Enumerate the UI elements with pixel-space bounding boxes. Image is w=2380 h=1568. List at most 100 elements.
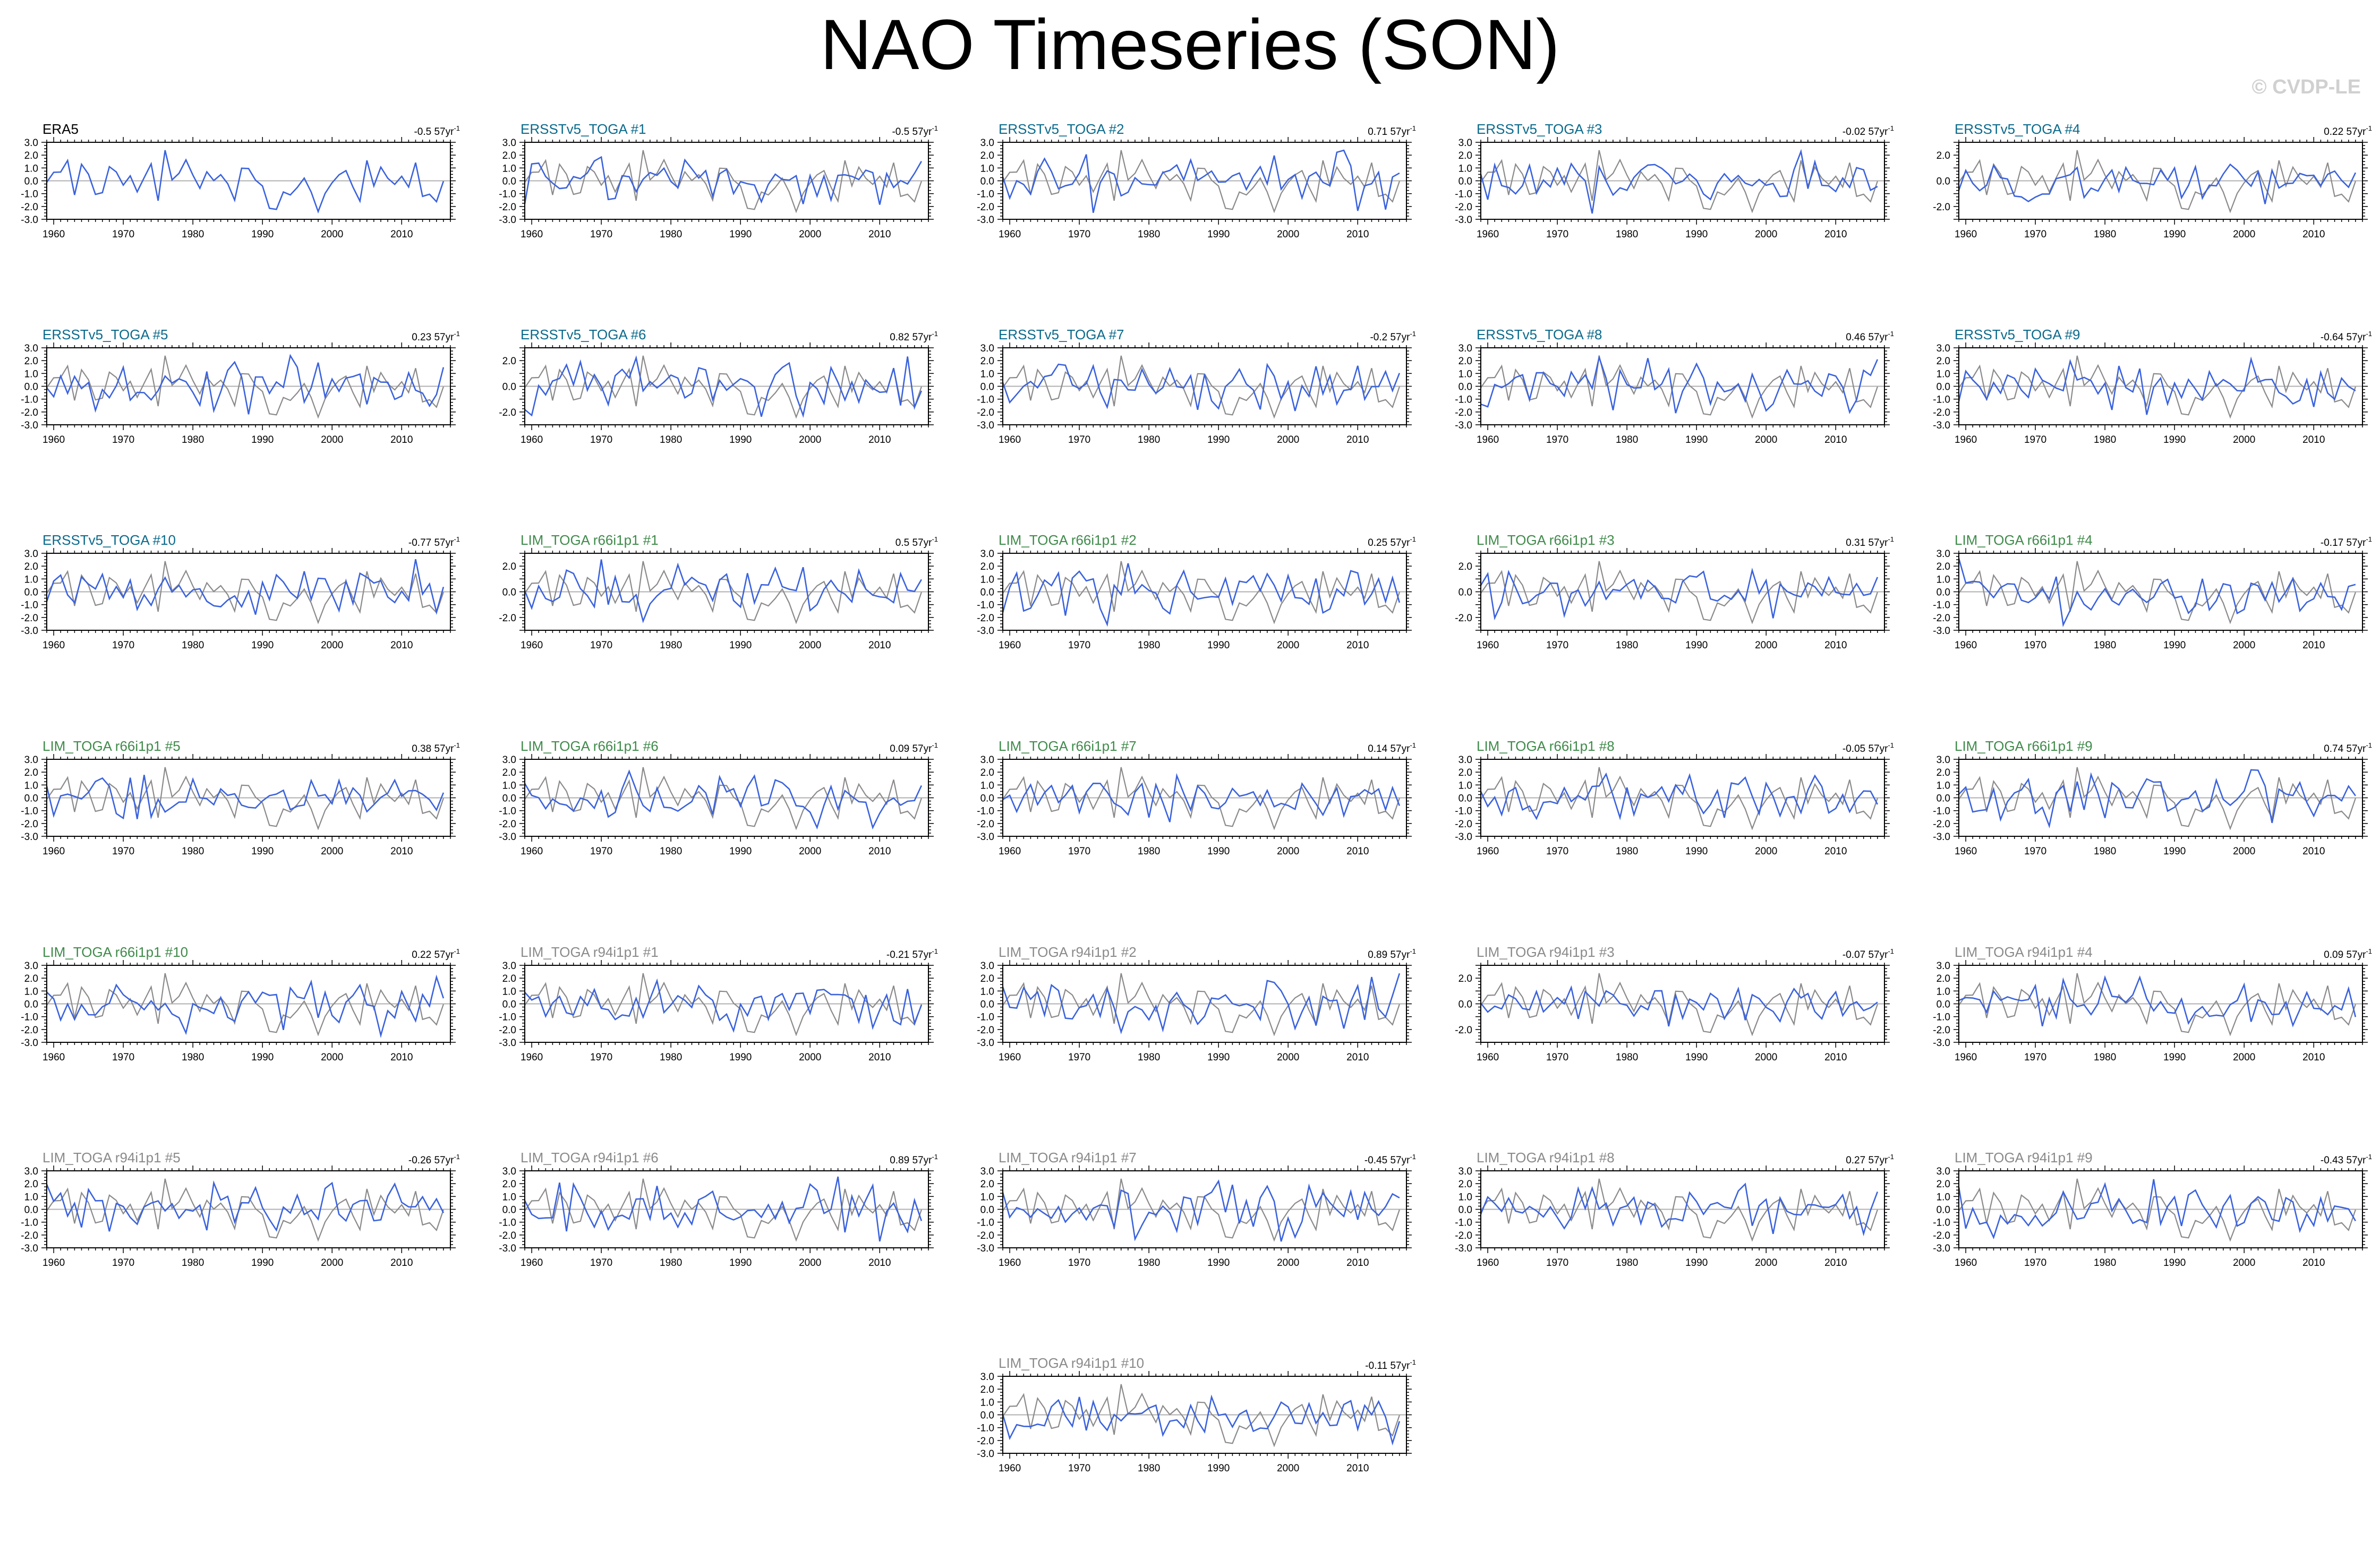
y-tick-label: -2.0 [1455,407,1472,418]
panel-title: ERSSTv5_TOGA #2 [999,121,1124,137]
x-tick-label: 1980 [1138,1257,1160,1269]
x-tick-label: 2010 [1346,1257,1369,1269]
y-tick-label: -2.0 [1933,613,1950,624]
obs-series-line [1958,1178,2356,1242]
x-tick-label: 1990 [729,229,752,240]
y-tick-label: 2.0 [1937,150,1950,161]
y-tick-label: -2.0 [21,407,38,418]
x-tick-label: 2010 [2302,1052,2325,1063]
x-tick-label: 2000 [2233,434,2255,445]
x-tick-label: 1960 [42,229,65,240]
watermark: © CVDP-LE [2251,76,2361,98]
y-tick-label: 2.0 [1937,561,1950,572]
trend-label: 0.89 57yr-1 [1368,947,1416,961]
y-tick-label: 3.0 [1937,549,1950,560]
member-series-line [1002,1179,1400,1242]
nao-panel: ERA5 -0.5 57yr-1 1960 1970 1980 1990 2000 2010 3… [21,121,460,240]
trend-label: -0.17 57yr-1 [2321,535,2372,549]
y-tick-label: -3.0 [21,1038,38,1049]
y-tick-label: -2.0 [1455,1230,1472,1241]
x-tick-label: 1960 [1955,229,1977,240]
y-tick-label: 0.0 [502,999,516,1010]
x-tick-label: 2010 [1824,1052,1847,1063]
nao-panel: LIM_TOGA r66i1p1 #3 0.31 57yr-1 1960 1970 19… [1455,532,1894,651]
obs-series-line [1480,767,1878,830]
nao-panel: LIM_TOGA r66i1p1 #10 0.22 57yr-1 1960 1970 1… [21,944,460,1063]
y-tick-label: -1.0 [977,395,994,406]
member-series-line [1002,973,1401,1034]
x-tick-label: 1960 [1955,640,1977,651]
y-tick-label: 0.0 [502,587,516,598]
y-tick-label: -2.0 [1933,1230,1950,1241]
x-tick-label: 1970 [112,434,134,445]
x-tick-label: 1990 [729,846,752,857]
x-tick-label: 1990 [1685,1052,1708,1063]
x-tick-label: 1970 [1068,640,1090,651]
x-tick-label: 2000 [1755,846,1777,857]
x-tick-label: 1960 [1955,846,1977,857]
member-series-line [1958,356,2356,415]
x-tick-label: 1990 [251,846,274,857]
y-tick-label: -2.0 [977,1436,994,1447]
y-tick-label: 3.0 [502,961,516,972]
y-tick-label: 3.0 [1937,755,1950,766]
panel-title: LIM_TOGA r66i1p1 #6 [521,738,659,754]
y-tick-label: -1.0 [1933,395,1950,406]
member-series-line [46,1180,445,1232]
nao-panel: LIM_TOGA r94i1p1 #8 0.27 57yr-1 1960 1970 19… [1455,1150,1894,1269]
x-tick-label: 1980 [2094,434,2116,445]
y-tick-label: 2.0 [1458,356,1472,367]
y-tick-label: -3.0 [977,626,994,637]
y-tick-label: 0.0 [980,176,994,187]
y-tick-label: 2.0 [502,1179,516,1190]
x-tick-label: 2010 [1346,434,1369,445]
x-tick-label: 1960 [521,1052,543,1063]
nao-panel: LIM_TOGA r66i1p1 #5 0.38 57yr-1 1960 1970 19… [21,738,460,857]
panel-title: LIM_TOGA r94i1p1 #10 [999,1355,1144,1371]
x-tick-label: 2010 [390,434,413,445]
x-tick-label: 1970 [112,229,134,240]
y-tick-label: -1.0 [977,806,994,817]
x-tick-label: 2000 [799,1052,821,1063]
panel-title: LIM_TOGA r94i1p1 #3 [1477,944,1615,960]
trend-label: 0.31 57yr-1 [1846,535,1894,549]
member-series-line [1480,355,1879,414]
y-tick-label: 2.0 [980,561,994,572]
y-tick-label: 3.0 [1458,138,1472,149]
x-tick-label: 1980 [182,846,204,857]
x-tick-label: 1960 [999,640,1021,651]
x-tick-label: 1970 [1068,1052,1090,1063]
x-tick-label: 1980 [1138,846,1160,857]
y-tick-label: 0.0 [980,793,994,804]
y-tick-label: -2.0 [977,1230,994,1241]
y-tick-label: -3.0 [977,420,994,431]
x-tick-label: 1990 [2163,846,2186,857]
obs-series-line [524,355,922,419]
nao-panel: LIM_TOGA r94i1p1 #6 0.89 57yr-1 1960 1970 19… [499,1150,938,1269]
x-tick-label: 2000 [799,640,821,651]
x-tick-label: 2000 [321,1052,343,1063]
x-tick-label: 2000 [1277,640,1299,651]
x-tick-label: 1960 [999,434,1021,445]
x-tick-label: 1990 [1685,846,1708,857]
y-tick-label: 0.0 [1458,587,1472,598]
trend-label: 0.23 57yr-1 [412,330,460,343]
y-tick-label: -2.0 [1933,1025,1950,1036]
x-tick-label: 1970 [2024,1257,2046,1269]
member-series-line [46,559,445,615]
member-series-line [524,1176,923,1242]
y-tick-label: 1.0 [980,369,994,380]
trend-label: 0.38 57yr-1 [412,741,460,755]
y-tick-label: -3.0 [1455,215,1472,226]
y-tick-label: 2.0 [24,561,38,572]
y-tick-label: -2.0 [1933,407,1950,418]
nao-panel: LIM_TOGA r66i1p1 #2 0.25 57yr-1 1960 1970 19… [977,532,1416,651]
y-tick-label: -1.0 [977,1012,994,1023]
x-tick-label: 1980 [2094,229,2116,240]
y-tick-label: -1.0 [499,806,516,817]
x-tick-label: 1990 [1685,640,1708,651]
y-tick-label: -2.0 [499,407,516,418]
y-tick-label: 2.0 [502,767,516,778]
obs-series-line [46,1178,444,1242]
x-tick-label: 1980 [1616,1052,1638,1063]
